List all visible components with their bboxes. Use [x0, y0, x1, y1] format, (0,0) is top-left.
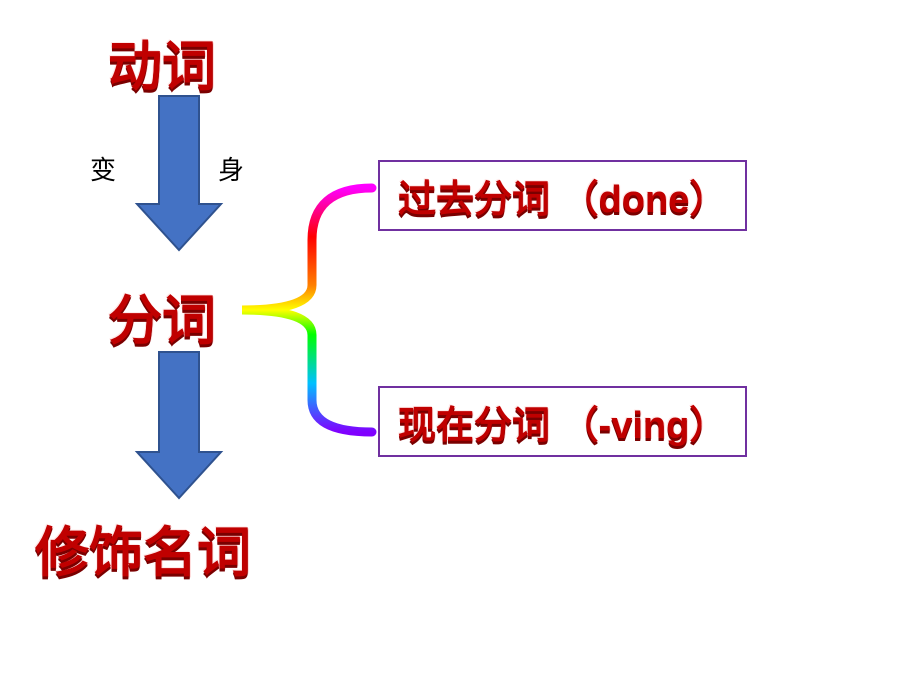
node-participle: 分词 — [108, 276, 216, 355]
node-past-participle: 过去分词 （done） — [378, 160, 747, 231]
node-modify-noun: 修饰名词 — [35, 508, 251, 587]
node-verb: 动词 — [108, 22, 216, 101]
node-present-participle: 现在分词 （-ving） — [378, 386, 747, 457]
arrow-down-1 — [137, 96, 221, 256]
arrow-down-2 — [137, 352, 221, 502]
label-transform-left: 变 — [90, 150, 120, 187]
brace-rainbow — [232, 170, 382, 450]
diagram-stage: 动词 变 身 分词 修饰名词 过去分词 （done） 现在分词 （-ving） — [0, 0, 920, 690]
